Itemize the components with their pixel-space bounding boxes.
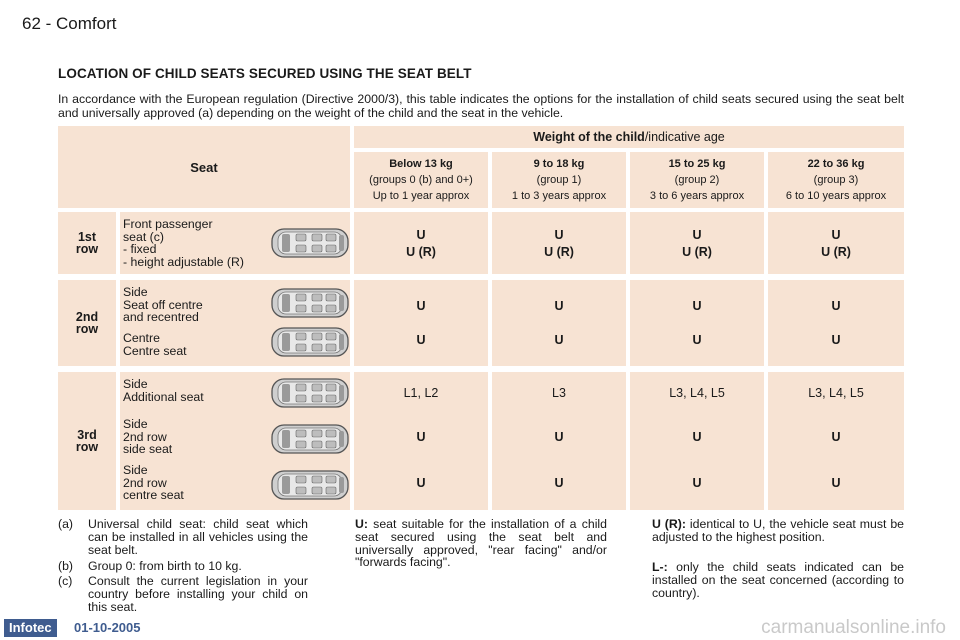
- row-label-3rd: 3rd row: [58, 372, 116, 510]
- value-cell: L1, L2 U U: [354, 372, 488, 510]
- seat-description: Side 2nd row centre seat: [123, 463, 184, 502]
- column-header: Below 13 kg (groups 0 (b) and 0+) Up to 1 …: [354, 152, 488, 208]
- child-seat-table: Seat Weight of the child/indicative age …: [58, 126, 904, 510]
- seat-description: Side Additional seat: [123, 377, 204, 404]
- note-key: (a): [58, 517, 74, 531]
- value-cell: U U: [492, 280, 626, 366]
- seat-description: Centre Centre seat: [123, 331, 187, 358]
- seat-header-cell: Seat: [58, 126, 350, 208]
- seat-desc-cell: Side Seat off centre and recentred Centre C…: [120, 280, 350, 366]
- watermark: carmanualsonline.info: [761, 617, 946, 638]
- infotec-logo: Infotec: [4, 619, 57, 637]
- column-header: 22 to 36 kg (group 3) 6 to 10 years approx: [768, 152, 904, 208]
- seat-description: Front passenger seat (c) - fixed - height a…: [123, 217, 244, 269]
- weight-header: Weight of the child/indicative age: [533, 130, 725, 144]
- car-top-view-icon: [271, 378, 349, 408]
- row-label-2nd: 2nd row: [58, 280, 116, 366]
- car-top-view-icon: [271, 470, 349, 500]
- intro-paragraph: In accordance with the European regulati…: [58, 92, 904, 120]
- seat-description: Side 2nd row side seat: [123, 417, 173, 456]
- weight-header-cell: Weight of the child/indicative age: [354, 126, 904, 148]
- value-cell: U U: [630, 280, 764, 366]
- seat-description: Side Seat off centre and recentred: [123, 285, 203, 324]
- note-text: Group 0: from birth to 10 kg.: [88, 559, 242, 573]
- note-key: (b): [58, 559, 74, 573]
- footer-date: 01-10-2005: [74, 620, 141, 635]
- seat-desc-cell: Side Additional seat Side 2nd row side seat…: [120, 372, 350, 510]
- value-cell: L3, L4, L5 U U: [768, 372, 904, 510]
- seat-header: Seat: [190, 159, 218, 175]
- value-cell: L3 U U: [492, 372, 626, 510]
- note-l: L-: only the child seats indicated can b…: [652, 560, 905, 600]
- footer: Infotec 01-10-2005 carmanualsonline.info: [0, 617, 960, 640]
- value-cell: U U: [354, 280, 488, 366]
- note-ur: U (R): identical to U, the vehicle seat …: [652, 517, 905, 544]
- section-title: LOCATION OF CHILD SEATS SECURED USING TH…: [58, 66, 472, 81]
- note-u: U: seat suitable for the installation of…: [355, 517, 607, 570]
- column-header: 15 to 25 kg (group 2) 3 to 6 years approx: [630, 152, 764, 208]
- page-header: 62 - Comfort: [22, 14, 117, 33]
- car-top-view-icon: [271, 228, 349, 258]
- car-top-view-icon: [271, 424, 349, 454]
- note-text: Universal child seat: child seat which c…: [88, 517, 308, 557]
- car-top-view-icon: [271, 327, 349, 357]
- note-key: (c): [58, 574, 73, 588]
- column-header: 9 to 18 kg (group 1) 1 to 3 years approx: [492, 152, 626, 208]
- value-cell: L3, L4, L5 U U: [630, 372, 764, 510]
- note-text: Consult the current legislation in your …: [88, 574, 308, 614]
- value-cell: U U: [768, 280, 904, 366]
- car-top-view-icon: [271, 288, 349, 318]
- seat-desc-cell: Front passenger seat (c) - fixed - height a…: [120, 212, 350, 274]
- row-label-1st: 1st row: [58, 212, 116, 274]
